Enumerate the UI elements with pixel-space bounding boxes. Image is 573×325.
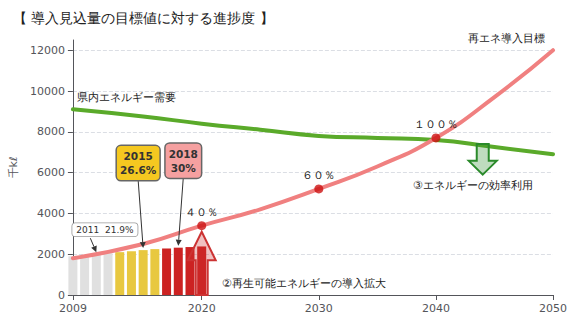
svg-text:2040: 2040 [422,302,450,315]
svg-text:6000: 6000 [37,166,65,179]
svg-text:【 導入見込量の目標値に対する進捗度 】: 【 導入見込量の目標値に対する進捗度 】 [13,10,274,26]
svg-text:2009: 2009 [59,302,87,315]
svg-text:千kℓ: 千kℓ [7,157,20,179]
svg-text:2000: 2000 [37,248,65,261]
svg-text:10000: 10000 [30,85,65,98]
svg-text:2011 21.9%: 2011 21.9% [76,225,134,235]
svg-text:30%: 30% [171,162,197,174]
svg-text:再エネ導入目標: 再エネ導入目標 [468,32,545,45]
svg-text:１００％: １００％ [414,118,458,131]
svg-text:2020: 2020 [188,302,216,315]
svg-text:2018: 2018 [169,148,198,160]
svg-text:②再生可能エネルギーの導入拡大: ②再生可能エネルギーの導入拡大 [222,277,386,290]
svg-text:県内エネルギー需要: 県内エネルギー需要 [77,91,176,104]
svg-text:2030: 2030 [305,302,333,315]
svg-text:６０％: ６０％ [302,169,335,182]
svg-text:2050: 2050 [539,302,567,315]
svg-text:12000: 12000 [30,44,65,57]
svg-text:③エネルギーの効率利用: ③エネルギーの効率利用 [413,179,533,192]
svg-text:8000: 8000 [37,125,65,138]
svg-text:26.6%: 26.6% [120,164,157,176]
svg-text:4000: 4000 [37,207,65,220]
svg-text:４０％: ４０％ [185,206,218,219]
svg-text:2015: 2015 [124,150,153,162]
svg-text:0: 0 [58,289,65,302]
